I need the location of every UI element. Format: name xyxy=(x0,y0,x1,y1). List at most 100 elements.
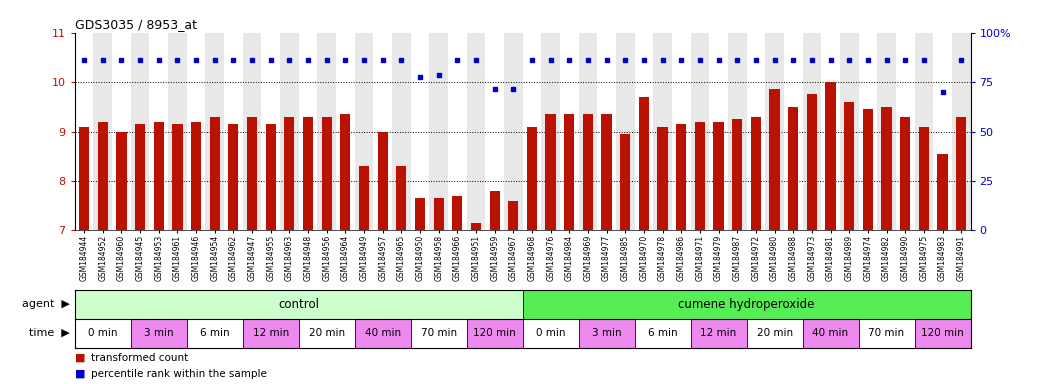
Bar xyxy=(732,119,742,230)
Bar xyxy=(765,33,784,230)
Text: transformed count: transformed count xyxy=(91,353,189,363)
Bar xyxy=(657,127,667,230)
Bar xyxy=(788,107,798,230)
Bar xyxy=(411,319,467,348)
Bar xyxy=(467,319,523,348)
Bar xyxy=(448,33,467,230)
Bar xyxy=(471,223,481,230)
Bar xyxy=(266,124,276,230)
Bar xyxy=(559,33,578,230)
Bar xyxy=(168,33,187,230)
Text: time  ▶: time ▶ xyxy=(29,328,70,338)
Bar xyxy=(453,196,463,230)
Bar xyxy=(355,33,374,230)
Bar xyxy=(858,319,914,348)
Bar xyxy=(523,290,971,319)
Text: 3 min: 3 min xyxy=(144,328,173,338)
Bar xyxy=(280,33,299,230)
Bar xyxy=(746,319,802,348)
Bar xyxy=(821,33,840,230)
Bar xyxy=(79,127,89,230)
Bar xyxy=(336,33,355,230)
Bar xyxy=(149,33,168,230)
Text: 12 min: 12 min xyxy=(701,328,737,338)
Text: 6 min: 6 min xyxy=(200,328,229,338)
Bar xyxy=(187,319,243,348)
Bar xyxy=(728,33,746,230)
Bar xyxy=(578,33,597,230)
Bar xyxy=(430,33,448,230)
Bar xyxy=(228,124,239,230)
Bar xyxy=(546,114,555,230)
Bar xyxy=(746,33,765,230)
Bar xyxy=(638,97,649,230)
Bar xyxy=(634,33,653,230)
Bar xyxy=(825,82,836,230)
Bar xyxy=(802,33,821,230)
Bar xyxy=(243,319,299,348)
Bar xyxy=(75,33,93,230)
Text: ■: ■ xyxy=(75,353,85,363)
Bar xyxy=(303,117,313,230)
Bar xyxy=(415,198,426,230)
Bar xyxy=(210,117,220,230)
Bar xyxy=(112,33,131,230)
Bar xyxy=(634,319,690,348)
Bar xyxy=(247,117,257,230)
Bar xyxy=(956,117,966,230)
Text: 20 min: 20 min xyxy=(308,328,345,338)
Text: cumene hydroperoxide: cumene hydroperoxide xyxy=(679,298,815,311)
Bar xyxy=(397,166,407,230)
Text: 40 min: 40 min xyxy=(364,328,401,338)
Text: 6 min: 6 min xyxy=(648,328,678,338)
Bar xyxy=(434,198,444,230)
Bar xyxy=(131,319,187,348)
Bar xyxy=(676,124,686,230)
Bar xyxy=(877,33,896,230)
Bar xyxy=(844,102,854,230)
Bar xyxy=(863,109,873,230)
Bar xyxy=(601,114,611,230)
Bar xyxy=(467,33,486,230)
Text: agent  ▶: agent ▶ xyxy=(22,299,70,310)
Bar xyxy=(135,124,145,230)
Bar xyxy=(881,107,892,230)
Bar xyxy=(807,94,817,230)
Bar xyxy=(694,122,705,230)
Text: ■: ■ xyxy=(75,369,85,379)
Bar xyxy=(709,33,728,230)
Bar xyxy=(116,131,127,230)
Text: 120 min: 120 min xyxy=(473,328,516,338)
Text: 120 min: 120 min xyxy=(921,328,964,338)
Bar xyxy=(802,319,858,348)
Bar xyxy=(784,33,802,230)
Bar xyxy=(93,33,112,230)
Bar xyxy=(616,33,634,230)
Bar xyxy=(900,117,910,230)
Text: 70 min: 70 min xyxy=(420,328,457,338)
Bar xyxy=(504,33,523,230)
Bar xyxy=(299,319,355,348)
Bar xyxy=(509,201,518,230)
Bar xyxy=(411,33,430,230)
Bar xyxy=(527,127,537,230)
Bar xyxy=(937,154,948,230)
Bar xyxy=(690,319,746,348)
Bar xyxy=(933,33,952,230)
Bar xyxy=(284,117,295,230)
Bar xyxy=(914,319,971,348)
Bar xyxy=(486,33,504,230)
Bar xyxy=(75,290,523,319)
Bar xyxy=(840,33,858,230)
Bar xyxy=(490,191,499,230)
Bar xyxy=(597,33,616,230)
Bar xyxy=(262,33,280,230)
Bar xyxy=(299,33,318,230)
Bar xyxy=(224,33,243,230)
Bar xyxy=(541,33,559,230)
Bar xyxy=(374,33,392,230)
Bar xyxy=(672,33,690,230)
Bar xyxy=(131,33,149,230)
Bar xyxy=(769,89,780,230)
Bar xyxy=(750,117,761,230)
